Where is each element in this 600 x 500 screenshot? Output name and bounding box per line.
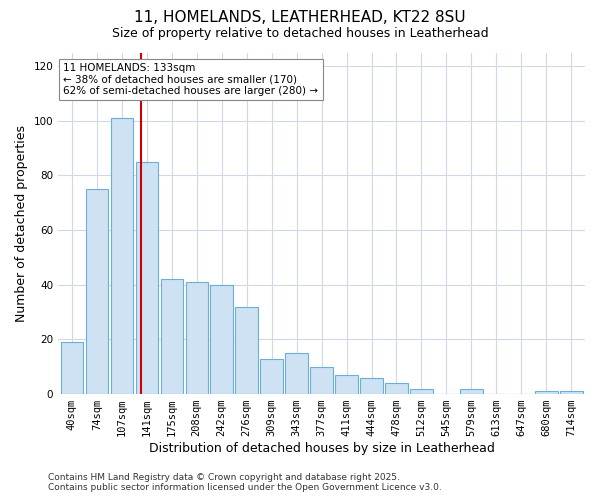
Bar <box>161 280 183 394</box>
Bar <box>235 306 258 394</box>
Bar <box>385 383 408 394</box>
Bar <box>535 392 557 394</box>
Bar <box>360 378 383 394</box>
Bar <box>185 282 208 394</box>
X-axis label: Distribution of detached houses by size in Leatherhead: Distribution of detached houses by size … <box>149 442 494 455</box>
Bar <box>410 388 433 394</box>
Bar <box>86 189 108 394</box>
Bar <box>310 367 333 394</box>
Text: 11, HOMELANDS, LEATHERHEAD, KT22 8SU: 11, HOMELANDS, LEATHERHEAD, KT22 8SU <box>134 10 466 25</box>
Y-axis label: Number of detached properties: Number of detached properties <box>15 125 28 322</box>
Bar <box>260 358 283 394</box>
Bar <box>560 392 583 394</box>
Bar <box>460 388 482 394</box>
Bar <box>286 353 308 394</box>
Text: 11 HOMELANDS: 133sqm
← 38% of detached houses are smaller (170)
62% of semi-deta: 11 HOMELANDS: 133sqm ← 38% of detached h… <box>64 62 319 96</box>
Bar <box>61 342 83 394</box>
Bar <box>211 285 233 394</box>
Bar <box>335 375 358 394</box>
Bar <box>136 162 158 394</box>
Bar <box>110 118 133 394</box>
Text: Size of property relative to detached houses in Leatherhead: Size of property relative to detached ho… <box>112 28 488 40</box>
Text: Contains HM Land Registry data © Crown copyright and database right 2025.
Contai: Contains HM Land Registry data © Crown c… <box>48 473 442 492</box>
